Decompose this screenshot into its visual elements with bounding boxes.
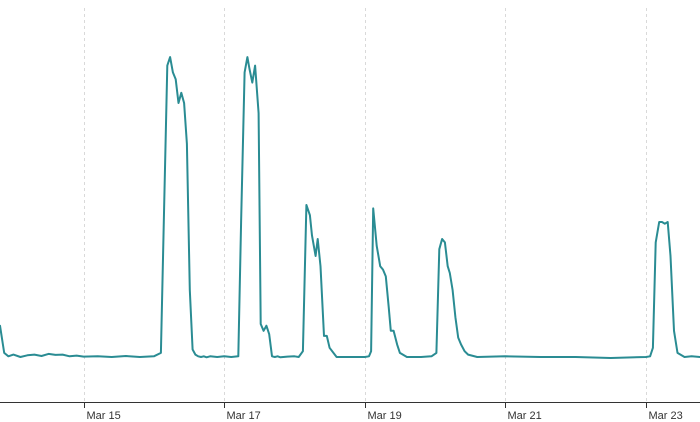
grid-layer	[84, 8, 647, 402]
x-tick-label-0: Mar 15	[87, 410, 121, 422]
x-axis-ticks: Mar 15 Mar 17 Mar 19 Mar 21 Mar 23	[84, 402, 683, 422]
series-line-0	[0, 56, 700, 359]
x-tick-label-1: Mar 17	[227, 410, 261, 422]
x-tick-label-4: Mar 23	[649, 410, 683, 422]
series-layer	[0, 56, 700, 359]
x-tick-label-3: Mar 21	[508, 410, 542, 422]
x-tick-label-2: Mar 19	[368, 410, 402, 422]
